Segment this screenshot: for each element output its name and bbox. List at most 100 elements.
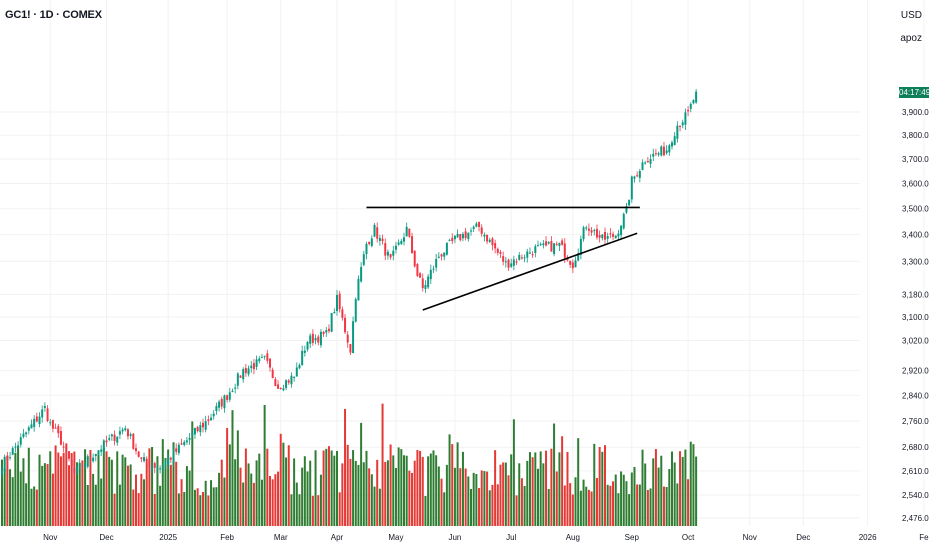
candle-body [510, 263, 513, 267]
volume-bar [571, 494, 574, 526]
candle-body [148, 461, 151, 468]
candle-body [1, 470, 3, 475]
candle-body [306, 341, 309, 350]
volume-bar [349, 458, 352, 526]
candle-body [689, 103, 692, 109]
volume-bar [566, 452, 569, 526]
volume-bar [416, 449, 419, 526]
volume-bar [569, 483, 572, 526]
volume-bar [81, 460, 84, 526]
candle-body [435, 258, 438, 268]
candle-body [199, 425, 202, 433]
volume-bar [6, 455, 9, 526]
candle-body [582, 227, 585, 240]
candle-body [218, 401, 221, 408]
volume-bar [33, 486, 36, 526]
volume-bar [319, 474, 322, 526]
currency-label[interactable]: USD [900, 10, 922, 21]
candle-body [124, 428, 127, 431]
candle-body [116, 436, 119, 443]
volume-bar [341, 463, 344, 526]
volume-bar [124, 457, 127, 526]
volume-bar [687, 479, 690, 526]
candle-body [105, 440, 108, 443]
candle-body [397, 242, 400, 245]
volume-bar [105, 451, 108, 526]
volume-bar [561, 436, 564, 526]
candle-body [480, 227, 483, 234]
candle-body [628, 199, 631, 206]
candle-body [502, 256, 505, 262]
volume-bar [411, 472, 414, 526]
candle-body [223, 395, 226, 409]
candle-body [25, 432, 28, 435]
volume-bar [419, 450, 422, 526]
volume-bar [405, 455, 408, 526]
candle-body [419, 273, 422, 278]
candle-body [196, 427, 199, 432]
candle-body [260, 357, 263, 359]
candle-body [322, 331, 325, 334]
candle-body [574, 260, 577, 268]
volume-bar [282, 442, 285, 526]
volume-bar [496, 484, 499, 526]
candle-body [577, 253, 580, 261]
candle-body [389, 254, 392, 258]
candle-body [161, 466, 164, 468]
candle-body [33, 418, 36, 427]
volume-bar [108, 456, 111, 526]
volume-bar [595, 477, 598, 526]
candle-body [676, 125, 679, 139]
price-tick-label: 2,610.0 [902, 467, 929, 476]
time-tick-label: Fe [919, 533, 929, 542]
volume-bar [293, 458, 296, 526]
candle-body [400, 240, 403, 245]
symbol-title: GC1! · 1D · COMEX [5, 9, 102, 21]
candle-body [290, 375, 293, 385]
candle-body [652, 153, 655, 157]
volume-bar [435, 455, 438, 526]
volume-bar [456, 442, 459, 526]
candle-body [185, 440, 188, 443]
candle-body [228, 392, 231, 400]
candle-body [590, 230, 593, 233]
candle-body [285, 380, 288, 388]
volume-bar [378, 488, 381, 526]
candle-body [250, 365, 253, 369]
volume-bar [502, 462, 505, 526]
candle-body [220, 399, 223, 407]
candle-body [210, 417, 213, 421]
candle-body [287, 380, 290, 383]
volume-bar [199, 495, 202, 526]
candle-body [132, 433, 135, 449]
volume-bar [470, 488, 472, 526]
volume-bar [185, 466, 188, 526]
volume-bar [461, 451, 464, 526]
volume-bar [376, 459, 379, 526]
candle-body [673, 136, 676, 145]
candle-body [617, 233, 620, 237]
volume-bar [159, 485, 162, 526]
candle-body [360, 266, 363, 282]
volume-bar [504, 462, 507, 526]
volume-bar [215, 487, 218, 526]
volume-bar [14, 452, 17, 526]
volume-bar [9, 469, 12, 526]
candle-body [445, 242, 448, 255]
volume-bar [244, 448, 247, 526]
volume-bar [330, 450, 333, 526]
candle-body [352, 321, 355, 354]
volume-bar [478, 488, 481, 526]
author-label: apoz [900, 33, 922, 44]
candle-body [151, 465, 154, 470]
volume-bar [35, 489, 38, 526]
candle-body [327, 328, 330, 332]
volume-bar [518, 463, 521, 526]
volume-bar [652, 458, 655, 526]
candle-body [671, 142, 673, 147]
candle-body [531, 254, 534, 256]
candle-body [630, 176, 633, 200]
candle-body [164, 461, 167, 466]
volume-bar [279, 433, 282, 526]
